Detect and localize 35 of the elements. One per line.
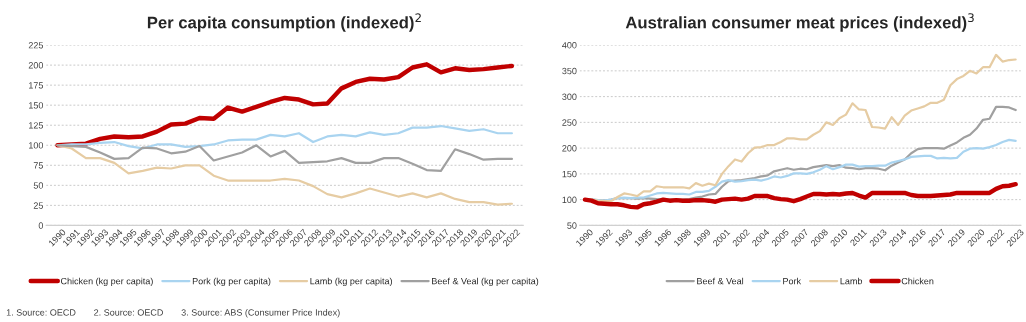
y-tick-label: 350 [562,67,577,75]
y-tick-label: 250 [562,119,577,126]
y-tick-label: 200 [28,62,44,69]
y-tick-label: 100 [29,142,44,149]
line-series [56,144,514,206]
line-series [582,181,1018,210]
legend-label: Beef & Veal [697,277,744,285]
y-tick-label: 25 [33,202,44,209]
y-tick-label: 175 [29,82,44,89]
legend-label: Pork [783,277,802,285]
legend-label: Chicken (kg per capita) [60,277,153,287]
legend-label: Chicken [901,277,934,285]
y-tick-label: 150 [562,170,577,178]
legend-label: Beef & Veal (kg per capita) [432,277,539,287]
y-tick-label: 225 [28,42,44,49]
chart-title: Per capita consumption (indexed)$^{2}$ [147,13,421,32]
y-tick-label: 0 [38,222,44,229]
text: 2. Source: OECD [94,309,163,316]
y-tick-label: 125 [29,122,44,129]
text: 1. Source: OECD [6,309,76,316]
y-tick-label: 50 [33,182,44,189]
y-tick-label: 100 [562,196,577,203]
y-tick-label: 200 [562,145,577,152]
line-series [56,144,514,173]
y-tick-label: 300 [562,93,577,100]
y-tick-label: 400 [562,42,577,49]
legend-label: Lamb (kg per capita) [310,277,392,287]
line-series [55,62,515,148]
text: 3. Source: ABS (Consumer Price Index) [181,309,340,318]
y-tick-label: 75 [33,162,44,169]
y-tick-label: 150 [29,102,44,109]
legend-label: Pork (kg per capita) [192,277,271,287]
legend-label: Lamb [840,277,863,285]
y-tick-label: 50 [567,222,577,229]
chart-title: Australian consumer meat prices (indexed)$^{3}$ [625,13,974,32]
